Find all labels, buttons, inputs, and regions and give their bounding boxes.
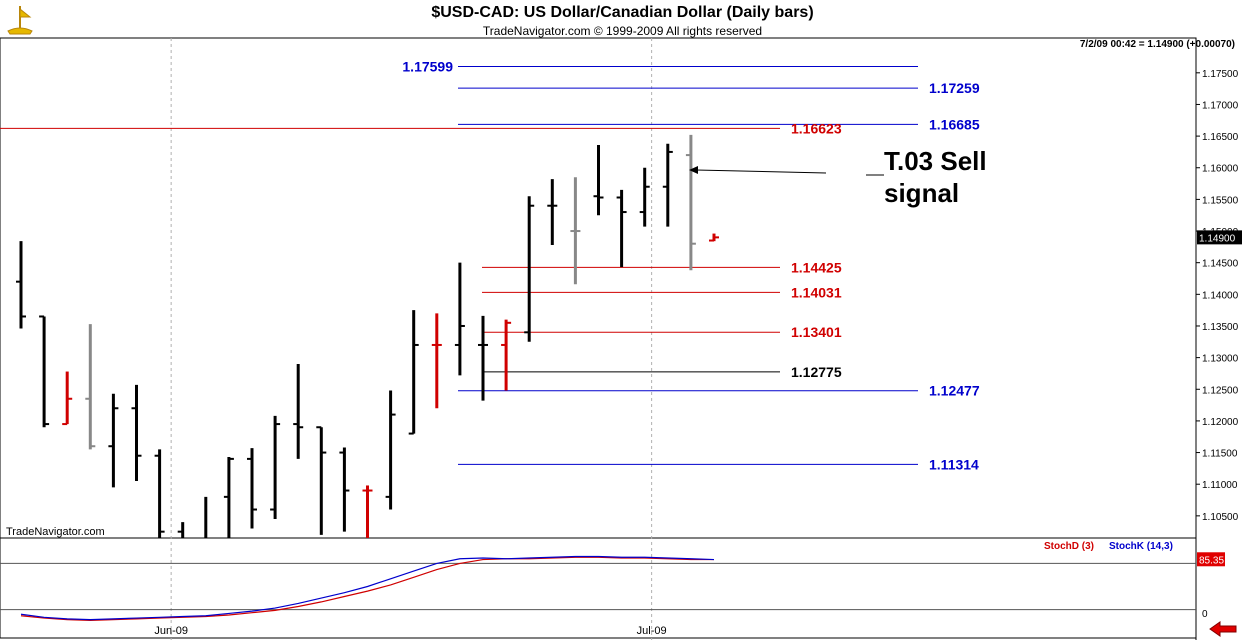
ohlc-bar — [431, 313, 442, 409]
ohlc-bar — [270, 415, 281, 520]
ohlc-bar — [524, 196, 535, 342]
level-label: 1.14031 — [791, 284, 842, 300]
ohlc-bar — [177, 522, 185, 538]
ohlc-bar — [293, 363, 304, 459]
annotation-line-2: signal — [884, 178, 959, 208]
ohlc-bar — [547, 179, 558, 245]
stoch-series-line — [20, 555, 715, 621]
watermark: TradeNavigator.com — [6, 526, 105, 538]
y-tick-label: 1.17500 — [1202, 69, 1239, 80]
y-tick-label: 1.15500 — [1202, 195, 1239, 206]
stoch-last-value-box — [1197, 552, 1225, 567]
ohlc-bar — [385, 390, 396, 510]
y-tick-label: 1.10500 — [1202, 512, 1239, 523]
stoch-last-value-label: 85.35 — [1199, 555, 1224, 566]
ohlc-bar — [131, 384, 142, 482]
x-tick-label: Jun-09 — [154, 625, 188, 637]
y-tick-label: 1.11000 — [1202, 480, 1238, 491]
ohlc-bar — [408, 310, 419, 435]
ohlc-bar — [247, 448, 257, 529]
ohlc-bar — [501, 319, 512, 391]
y-tick-label: 1.12500 — [1202, 385, 1239, 396]
y-tick-label: 1.17000 — [1202, 100, 1239, 111]
annotation-arrowhead-icon — [689, 166, 698, 174]
ohlc-bar — [593, 144, 604, 216]
ohlc-bar — [16, 241, 26, 329]
y-tick-label: 1.16000 — [1202, 164, 1239, 175]
ohlc-bar — [454, 262, 465, 376]
ohlc-bar — [204, 496, 208, 538]
ohlc-bar — [39, 315, 50, 428]
y-tick-label: 1.13500 — [1202, 322, 1239, 333]
y-tick-label: 1.14500 — [1202, 259, 1239, 270]
level-label: 1.12775 — [791, 364, 842, 380]
legend-stochk: StochK (14,3) — [1109, 541, 1173, 552]
main-panel-frame — [0, 37, 1197, 539]
grid-layer — [170, 38, 653, 640]
level-label: 1.17259 — [929, 80, 980, 96]
ohlc-bar — [85, 324, 96, 450]
ohlc-bar — [339, 447, 350, 532]
ohlc-bar — [709, 233, 719, 242]
annotation-arrow-line — [695, 169, 827, 174]
ohlc-bar — [223, 456, 234, 538]
level-label: 1.12477 — [929, 383, 980, 399]
price-readout: 7/2/09 00:42 = 1.14900 (+0.00070) — [1079, 39, 1235, 50]
last-price-label: 1.14900 — [1199, 233, 1236, 244]
y-tick-label: 1.16500 — [1202, 132, 1239, 143]
level-label: 1.11314 — [929, 456, 979, 472]
ohlc-bar — [362, 485, 373, 538]
ohlc-bar — [108, 393, 119, 488]
stochastic-lines: 085.35 — [0, 552, 1225, 621]
ohlc-bar — [685, 134, 696, 271]
stoch-y-tick-label: 0 — [1202, 609, 1208, 620]
ohlc-bars — [16, 134, 719, 538]
y-tick-label: 1.11500 — [1202, 449, 1238, 460]
y-tick-label: 1.12000 — [1202, 417, 1239, 428]
last-price-box — [1197, 230, 1242, 245]
level-label: 1.16623 — [791, 120, 842, 136]
level-lines: 1.17599 1.17259 1.16685 1.16623 1.14425 1.140… — [0, 59, 980, 472]
ohlc-bar — [639, 167, 650, 227]
level-label: 1.17599 — [402, 59, 453, 75]
y-axis-labels: 1.175001.170001.165001.160001.155001.150… — [1196, 69, 1242, 523]
ohlc-bar — [154, 449, 165, 538]
ohlc-bar — [570, 177, 581, 285]
x-axis-labels: Jun-09 Jul-09 — [154, 625, 666, 637]
level-label: 1.14425 — [791, 259, 842, 275]
ohlc-bar — [616, 189, 627, 268]
stoch-panel-frame — [0, 537, 1197, 639]
level-label: 1.16685 — [929, 116, 980, 132]
chart-header: $USD-CAD: US Dollar/Canadian Dollar (Dai… — [0, 0, 1245, 38]
sell-signal-annotation: T.03 Sell signal — [689, 146, 987, 208]
ohlc-bar — [62, 371, 73, 426]
trade-navigator-logo-icon — [4, 3, 36, 35]
ohlc-bar — [316, 426, 327, 535]
scroll-left-arrow-icon[interactable] — [1208, 621, 1238, 637]
chart-title: $USD-CAD: US Dollar/Canadian Dollar (Dai… — [431, 4, 814, 21]
copyright-subtitle: TradeNavigator.com © 1999-2009 All right… — [482, 24, 763, 38]
y-tick-label: 1.13000 — [1202, 354, 1239, 365]
stoch-series-line — [20, 556, 714, 621]
y-tick-label: 1.14000 — [1202, 290, 1239, 301]
ohlc-bar — [478, 315, 488, 401]
x-tick-label: Jul-09 — [637, 625, 667, 637]
level-label: 1.13401 — [791, 324, 842, 340]
legend-stochd: StochD (3) — [1044, 541, 1094, 552]
ohlc-bar — [662, 143, 673, 227]
annotation-line-1: T.03 Sell — [884, 146, 987, 176]
